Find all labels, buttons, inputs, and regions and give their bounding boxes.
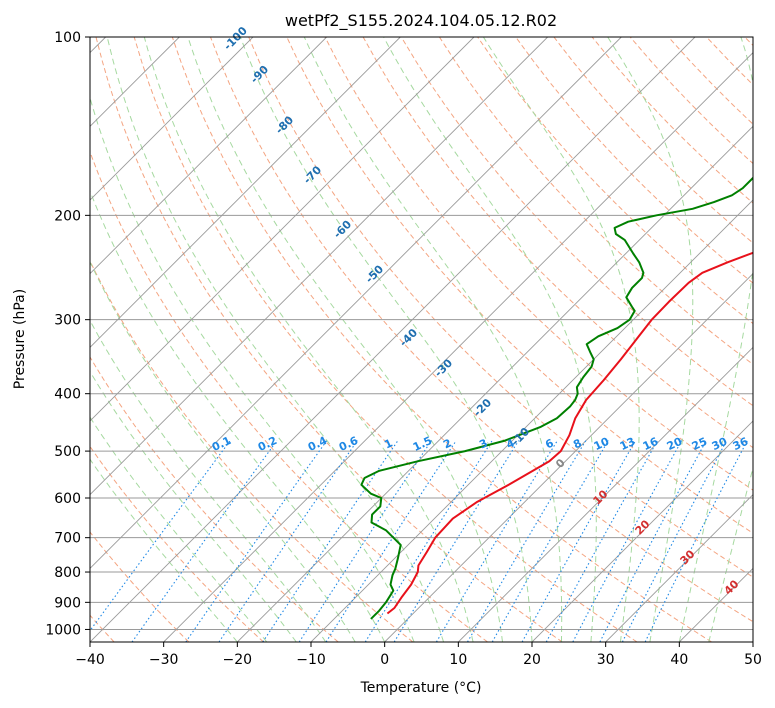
mixing-ratio-line bbox=[545, 440, 659, 642]
moist-adiabat bbox=[187, 37, 503, 642]
mixing-ratio-label: 16 bbox=[641, 435, 661, 453]
isotherm-line bbox=[384, 273, 753, 642]
dry-adiabat bbox=[90, 445, 264, 642]
mixing-ratio-label: 13 bbox=[618, 435, 637, 453]
isotherm-line bbox=[458, 346, 753, 642]
x-tick-label: 40 bbox=[670, 652, 688, 668]
moist-adiabat bbox=[143, 37, 474, 642]
y-tick-label: 1000 bbox=[45, 622, 81, 638]
mixing-ratio-line bbox=[644, 440, 748, 642]
dry-adiabat bbox=[515, 37, 753, 284]
y-tick-label: 300 bbox=[54, 313, 81, 329]
isotherm-line bbox=[90, 37, 401, 348]
y-tick-label: 500 bbox=[54, 444, 81, 460]
x-tick-label: −40 bbox=[75, 652, 105, 668]
y-tick-label: 100 bbox=[54, 30, 81, 46]
dry-adiabat bbox=[438, 37, 753, 366]
x-tick-label: 20 bbox=[523, 652, 541, 668]
y-tick-label: 600 bbox=[54, 491, 81, 507]
isotherm-line bbox=[90, 37, 548, 496]
chart-title: wetPf2_S155.2024.104.05.12.R02 bbox=[285, 11, 557, 31]
dry-adiabat bbox=[400, 37, 753, 407]
moist-adiabat bbox=[239, 37, 533, 642]
moist-adiabat bbox=[708, 466, 753, 642]
dry-adiabat bbox=[90, 531, 190, 642]
mixing-ratio-line bbox=[185, 440, 328, 642]
dry-adiabat bbox=[248, 37, 753, 578]
y-tick-label: 200 bbox=[54, 208, 81, 224]
x-tick-label: 0 bbox=[380, 652, 389, 668]
mixing-ratio-line bbox=[90, 440, 231, 632]
y-tick-label: 400 bbox=[54, 387, 81, 403]
x-tick-label: −30 bbox=[149, 652, 179, 668]
dry-adiabat bbox=[90, 150, 488, 642]
moist-adiabat bbox=[90, 370, 297, 642]
mixing-ratio-line bbox=[131, 440, 278, 642]
mixing-ratio-line bbox=[325, 440, 457, 642]
x-axis-label: Temperature (°C) bbox=[360, 680, 482, 696]
moist-adiabat bbox=[482, 37, 640, 642]
isotherm-line bbox=[90, 37, 327, 275]
x-tick-label: 30 bbox=[597, 652, 615, 668]
isotherm-line bbox=[90, 37, 254, 201]
x-tick-label: −20 bbox=[223, 652, 253, 668]
dry-adiabat bbox=[171, 37, 712, 642]
moist-adiabat bbox=[678, 37, 753, 642]
isotherm-line bbox=[531, 420, 753, 642]
y-tick-label: 800 bbox=[54, 565, 81, 581]
plot-frame bbox=[89, 36, 754, 643]
mixing-ratio-label: 10 bbox=[592, 435, 612, 453]
mixing-ratio-label: 25 bbox=[690, 435, 709, 453]
isotherm-line bbox=[90, 37, 622, 569]
moist-adiabat bbox=[90, 260, 356, 642]
moist-adiabat bbox=[90, 416, 268, 642]
mixing-ratio-label: 30 bbox=[710, 435, 730, 453]
x-tick-label: −10 bbox=[296, 652, 326, 668]
dry-adiabat bbox=[210, 37, 753, 623]
dry-adiabat bbox=[133, 37, 638, 642]
moist-adiabat bbox=[383, 37, 597, 642]
dry-adiabat bbox=[95, 37, 563, 642]
isotherm-line bbox=[90, 37, 696, 642]
y-tick-label: 900 bbox=[54, 595, 81, 611]
mixing-ratio-line bbox=[572, 440, 683, 642]
moist-adiabat bbox=[90, 189, 386, 642]
isotherm-line bbox=[237, 125, 753, 642]
isotherm-line bbox=[310, 199, 753, 642]
mixing-ratio-line bbox=[491, 440, 609, 642]
moist-adiabat bbox=[90, 458, 238, 642]
dry-adiabat bbox=[90, 356, 339, 642]
y-tick-label: 700 bbox=[54, 531, 81, 547]
mixing-ratio-line bbox=[364, 440, 493, 642]
axis-ticks: −40 −30 −20 −10 0 10 20 30 40 50 100 200 300 400 500 60… bbox=[45, 30, 762, 668]
y-axis-label: Pressure (hPa) bbox=[12, 289, 28, 389]
mixing-ratio-line bbox=[521, 440, 637, 642]
isotherm-line bbox=[163, 52, 753, 642]
x-tick-label: 50 bbox=[744, 652, 762, 668]
isotherm-line bbox=[605, 494, 753, 642]
temperature-profile bbox=[386, 251, 753, 615]
mixing-ratio-line bbox=[467, 440, 587, 642]
mixing-ratio-label: 36 bbox=[731, 435, 751, 453]
moist-adiabat bbox=[90, 319, 327, 642]
moist-adiabat bbox=[303, 37, 563, 642]
mixing-ratio-label: 20 bbox=[665, 435, 685, 453]
isotherm-line bbox=[90, 37, 475, 422]
mixing-ratio-line bbox=[435, 440, 558, 642]
mixing-ratio-line bbox=[298, 440, 432, 642]
x-tick-label: 10 bbox=[449, 652, 467, 668]
mixing-ratio-line bbox=[262, 440, 399, 642]
mixing-ratio-line bbox=[393, 440, 520, 642]
